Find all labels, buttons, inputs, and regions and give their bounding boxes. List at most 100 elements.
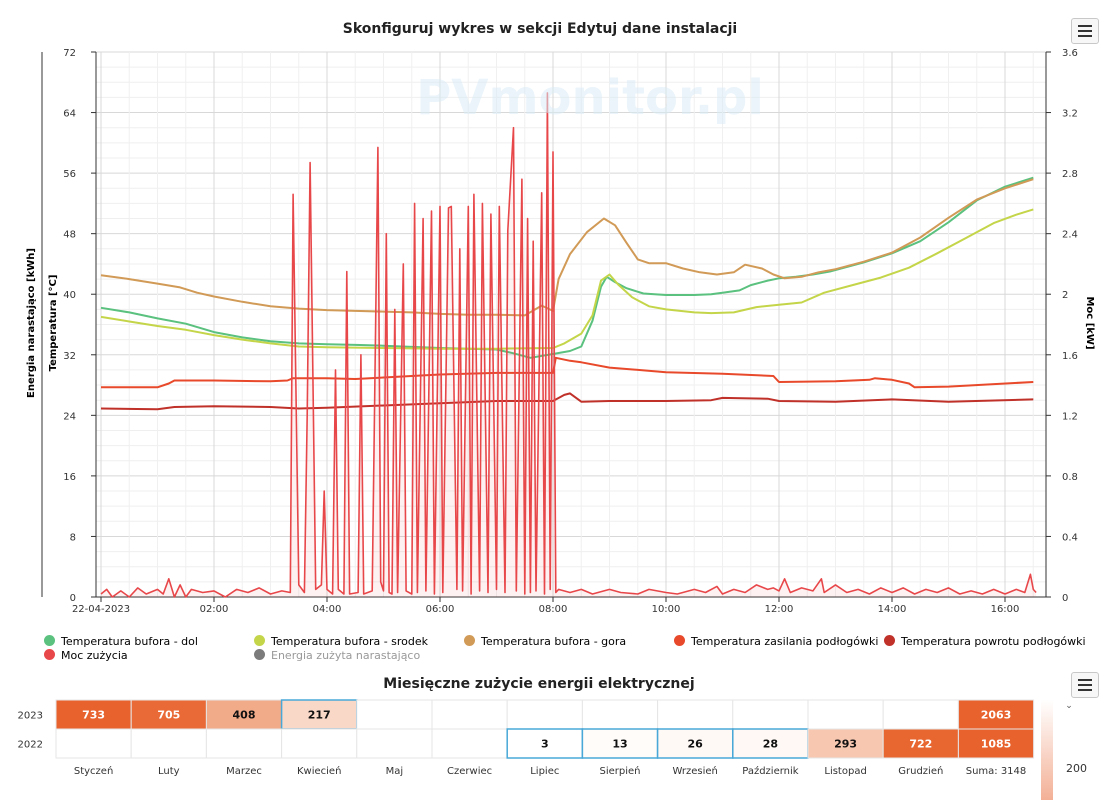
legend-dot <box>674 635 685 646</box>
watermark: PVmonitor.pl <box>416 70 764 126</box>
x-tick-label: 02:00 <box>200 604 229 615</box>
legend-item-powrot[interactable]: Temperatura powrotu podłogówki <box>884 635 1086 649</box>
heatmap-cell <box>656 728 734 759</box>
heatmap-cell <box>431 699 508 730</box>
menu-icon-bar <box>1078 689 1092 691</box>
y-tick-label-left: 72 <box>63 48 76 59</box>
legend-label: Energia zużyta narastająco <box>271 649 421 662</box>
heatmap-cell <box>130 728 207 759</box>
series-line-4 <box>100 392 1034 411</box>
y-tick-label-right: 0.4 <box>1062 532 1078 543</box>
main-chart: Skonfiguruj wykres w sekcji Edytuj dane … <box>26 21 1095 615</box>
y-axis-right-title: Moc [kW] <box>1084 296 1095 349</box>
x-tick-label: 06:00 <box>426 604 455 615</box>
x-tick-label: 14:00 <box>878 604 907 615</box>
legend-label: Temperatura powrotu podłogówki <box>901 635 1086 648</box>
chart-legend: Temperatura bufora - dol Temperatura buf… <box>40 633 1110 667</box>
heatmap-cell <box>356 728 433 759</box>
heatmap-column-label: Kwiecień <box>297 765 341 777</box>
x-tick-label: 04:00 <box>313 604 342 615</box>
legend-label: Temperatura zasilania podłogówki <box>691 635 879 648</box>
heatmap-cell <box>55 728 132 759</box>
colorscale-label: 200 <box>1066 762 1087 775</box>
heatmap-cell-value: 1085 <box>981 738 1012 751</box>
heatmap-column-label: Grudzień <box>898 765 943 777</box>
heatmap-cell <box>957 728 1035 759</box>
series-line-5 <box>100 92 1037 598</box>
heatmap-column-label: Styczeń <box>74 765 113 777</box>
legend-label: Temperatura bufora - dol <box>61 635 198 648</box>
heatmap-column-label: Październik <box>742 765 799 777</box>
heatmap-column-label: Sierpień <box>599 765 640 777</box>
legend-item-bufor-srodek[interactable]: Temperatura bufora - srodek <box>254 635 428 649</box>
legend-item-bufor-dol[interactable]: Temperatura bufora - dol <box>44 635 198 649</box>
heatmap-cell <box>281 728 358 759</box>
y-tick-label-right: 1.2 <box>1062 411 1078 422</box>
series-line-0 <box>100 176 1034 359</box>
heatmap-cell <box>882 699 959 730</box>
heatmap-cell-value: 26 <box>688 738 704 751</box>
legend-dot <box>254 635 265 646</box>
heatmap-cell <box>506 728 584 759</box>
heatmap-cell <box>581 728 659 759</box>
heatmap-column-label: Suma: 3148 <box>966 766 1027 777</box>
y-tick-label-left: 56 <box>63 169 76 180</box>
y-tick-label-left: 0 <box>70 593 76 604</box>
heatmap-column-label: Wrzesień <box>672 765 717 777</box>
y-tick-label-left: 48 <box>63 230 76 241</box>
y-tick-label-right: 1.6 <box>1062 351 1078 362</box>
heatmap-cell-value: 2063 <box>981 709 1012 722</box>
legend-item-energia[interactable]: Energia zużyta narastająco <box>254 649 420 663</box>
heatmap-cell <box>205 728 283 759</box>
heatmap-cell <box>581 699 659 730</box>
y-tick-label-right: 2.8 <box>1062 169 1078 180</box>
legend-item-moc-zuzycia[interactable]: Moc zużycia <box>44 649 128 663</box>
heatmap-cell <box>55 699 132 730</box>
menu-icon-bar <box>1078 35 1092 37</box>
x-tick-label: 10:00 <box>652 604 681 615</box>
y-tick-label-left: 24 <box>63 411 76 422</box>
heatmap-cell <box>506 699 583 730</box>
x-tick-label: 16:00 <box>991 604 1020 615</box>
legend-dot <box>44 635 55 646</box>
chart-menu-button[interactable] <box>1071 18 1099 44</box>
heatmap-column-label: Maj <box>386 766 404 777</box>
series-line-3 <box>101 356 1034 389</box>
heatmap-title: Miesięczne zużycie energii elektrycznej <box>383 676 694 692</box>
menu-icon-bar <box>1078 30 1092 32</box>
heatmap-cell-value: 733 <box>82 709 105 722</box>
y-tick-label-left: 16 <box>63 472 76 483</box>
series-line-2 <box>100 178 1034 317</box>
y-tick-label-left: 8 <box>70 532 76 543</box>
heatmap-cell <box>130 699 207 730</box>
monthly-heatmap: Miesięczne zużycie energii elektrycznej … <box>18 676 1087 800</box>
heatmap-cell <box>807 728 884 759</box>
heatmap-cell-value: 722 <box>909 738 932 751</box>
heatmap-column-label: Luty <box>158 766 180 777</box>
colorscale-bar <box>1041 700 1053 800</box>
heatmap-grid: 2023 733 705 408 217 2063 2022 3 13 26 28 293 722 108… <box>18 699 1035 777</box>
y-tick-label-left: 32 <box>63 351 76 362</box>
y-tick-label-left: 40 <box>63 290 76 301</box>
heatmap-cell-value: 408 <box>233 709 256 722</box>
legend-label: Temperatura bufora - gora <box>481 635 627 648</box>
heatmap-row-label: 2022 <box>18 740 43 751</box>
heatmap-cell-value: 28 <box>763 738 778 751</box>
heatmap-menu-button[interactable] <box>1071 672 1099 698</box>
chart-title: Skonfiguruj wykres w sekcji Edytuj dane … <box>343 21 737 37</box>
x-tick-label: 22-04-2023 <box>72 604 130 615</box>
heatmap-column-label: Lipiec <box>530 766 559 777</box>
heatmap-cell <box>657 699 734 730</box>
series-line-1 <box>100 208 1034 350</box>
y-tick-label-right: 2.4 <box>1062 230 1078 241</box>
plot-area: 0 8 16 24 32 40 48 56 64 72 0 0.4 0.8 1.2 1.6 2 2.4 2.8 3.… <box>41 48 1078 615</box>
legend-item-zasilanie[interactable]: Temperatura zasilania podłogówki <box>674 635 878 649</box>
heatmap-cell-value: 293 <box>834 738 857 751</box>
heatmap-cell-value: 217 <box>308 709 331 722</box>
y-tick-label-right: 3.2 <box>1062 109 1078 120</box>
heatmap-column-label: Czerwiec <box>447 766 492 777</box>
legend-item-bufor-gora[interactable]: Temperatura bufora - gora <box>464 635 626 649</box>
heatmap-column-label: Listopad <box>824 766 866 777</box>
x-tick-label: 12:00 <box>765 604 794 615</box>
heatmap-cell-value: 705 <box>157 709 180 722</box>
